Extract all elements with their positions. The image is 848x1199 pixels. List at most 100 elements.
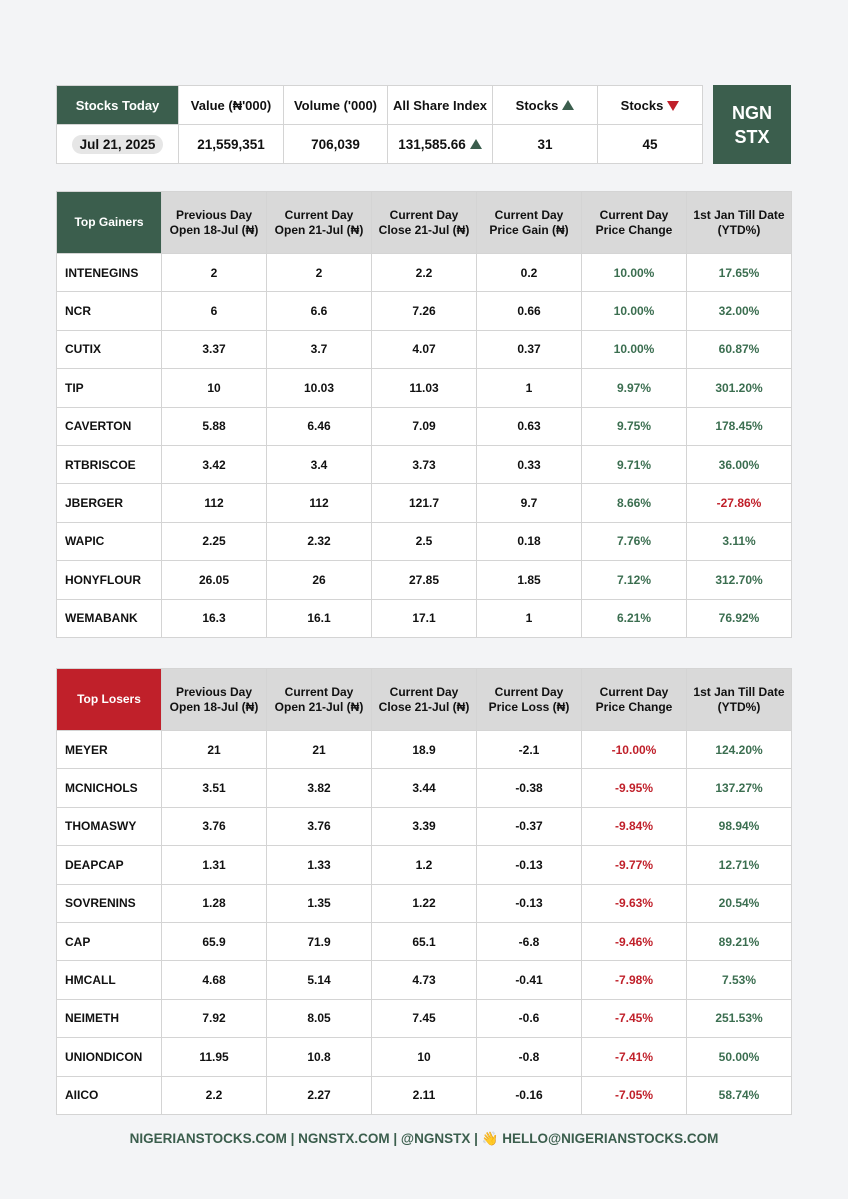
value-cell: Jul 21, 2025 <box>56 124 179 164</box>
cell: -9.95% <box>581 768 687 808</box>
header-cell: Previous Day Open 18-Jul (₦) <box>161 191 267 254</box>
row: DEAPCAP 1.31 1.33 1.2 -0.13 -9.77% 12.71% <box>56 845 792 885</box>
cell: 2.5 <box>371 521 477 562</box>
cell: 10.00% <box>581 329 687 370</box>
cell: 1.2 <box>371 845 477 885</box>
cell: 251.53% <box>686 998 792 1039</box>
cell: 121.7 <box>371 483 477 523</box>
ticker: HONYFLOUR <box>56 560 162 600</box>
cell: 71.9 <box>266 921 372 962</box>
cell: 2.27 <box>266 1075 372 1115</box>
cell: 18.9 <box>371 729 477 770</box>
header-cell: Previous Day Open 18-Jul (₦) <box>161 668 267 731</box>
header-cell: Current Day Price Gain (₦) <box>476 191 582 254</box>
cell: -2.1 <box>476 729 582 770</box>
cell: 2.25 <box>161 521 267 562</box>
cell: 0.37 <box>476 329 582 370</box>
header-row: Stocks Today Value (₦'000) Volume ('000) Al… <box>56 85 703 125</box>
value-cell: 21,559,351 <box>178 124 284 164</box>
ticker: NEIMETH <box>56 998 162 1039</box>
cell: -0.6 <box>476 998 582 1039</box>
cell: 65.1 <box>371 921 477 962</box>
cell: 1.33 <box>266 845 372 885</box>
ticker: CUTIX <box>56 329 162 370</box>
cell: 112 <box>161 483 267 523</box>
cell: 3.51 <box>161 768 267 808</box>
cell: 10 <box>371 1037 477 1077</box>
cell: 4.73 <box>371 960 477 1000</box>
header-cell: Current Day Close 21-Jul (₦) <box>371 191 477 254</box>
cell: 10.8 <box>266 1037 372 1077</box>
value-cell: 131,585.66 <box>387 124 493 164</box>
ticker: JBERGER <box>56 483 162 523</box>
cell: 2.11 <box>371 1075 477 1115</box>
cell: 2 <box>161 252 267 293</box>
row: MEYER 21 21 18.9 -2.1 -10.00% 124.20% <box>56 729 792 770</box>
cell: 3.11% <box>686 521 792 562</box>
cell: 3.42 <box>161 444 267 485</box>
cell: -0.38 <box>476 768 582 808</box>
cell: 0.33 <box>476 444 582 485</box>
up-icon <box>469 138 482 149</box>
cell: 8.05 <box>266 998 372 1039</box>
ticker: MEYER <box>56 729 162 770</box>
ticker: AIICO <box>56 1075 162 1115</box>
cell: 98.94% <box>686 806 792 847</box>
header-text: Volume ('000) <box>293 97 378 113</box>
cell: 36.00% <box>686 444 792 485</box>
cell: 2.2 <box>161 1075 267 1115</box>
cell: 301.20% <box>686 368 792 408</box>
ticker: INTENEGINS <box>56 252 162 293</box>
cell: -7.98% <box>581 960 687 1000</box>
cell: 12.71% <box>686 845 792 885</box>
value-text: 21,559,351 <box>197 136 265 152</box>
cell: 26 <box>266 560 372 600</box>
cell: 1.85 <box>476 560 582 600</box>
cell: 50.00% <box>686 1037 792 1077</box>
cell: 1 <box>476 368 582 408</box>
ticker: TIP <box>56 368 162 408</box>
cell: 3.82 <box>266 768 372 808</box>
cell: 3.73 <box>371 444 477 485</box>
cell: 1.22 <box>371 883 477 923</box>
logo-line: STX <box>734 126 770 147</box>
header-cell: 1st Jan Till Date (YTD%) <box>686 668 792 731</box>
row: HONYFLOUR 26.05 26 27.85 1.85 7.12% 312.70% <box>56 560 792 600</box>
header-text: Value (₦'000) <box>190 97 272 113</box>
row: THOMASWY 3.76 3.76 3.39 -0.37 -9.84% 98.94% <box>56 806 792 847</box>
wave-icon: 👋 <box>481 1131 499 1146</box>
cell: 5.14 <box>266 960 372 1000</box>
ticker: CAP <box>56 921 162 962</box>
value-row: Jul 21, 2025 21,559,351 706,039 131,585.66 3… <box>56 124 703 164</box>
header-cell: Value (₦'000) <box>178 85 284 125</box>
cell: -7.45% <box>581 998 687 1039</box>
cell: 11.03 <box>371 368 477 408</box>
ticker: RTBRISCOE <box>56 444 162 485</box>
header-cell: Volume ('000) <box>283 85 388 125</box>
ticker: THOMASWY <box>56 806 162 847</box>
ticker: WAPIC <box>56 521 162 562</box>
cell: 3.7 <box>266 329 372 370</box>
cell: 10.00% <box>581 291 687 331</box>
header-text: All Share Index <box>393 97 487 113</box>
cell: 9.7 <box>476 483 582 523</box>
row: CAP 65.9 71.9 65.1 -6.8 -9.46% 89.21% <box>56 921 792 962</box>
cell: 10.03 <box>266 368 372 408</box>
cell: 6.6 <box>266 291 372 331</box>
header-cell: Top Gainers <box>56 191 162 254</box>
footer: NIGERIANSTOCKS.COM | NGNSTX.COM | @NGNST… <box>0 1131 848 1147</box>
cell: -9.46% <box>581 921 687 962</box>
losers-table: Top Losers Previous Day Open 18-Jul (₦) Cu… <box>56 668 792 1115</box>
cell: 3.39 <box>371 806 477 847</box>
cell: -9.63% <box>581 883 687 923</box>
footer-email: HELLO@NIGERIANSTOCKS.COM <box>502 1131 719 1146</box>
cell: 9.97% <box>581 368 687 408</box>
cell: -0.13 <box>476 845 582 885</box>
value-text: 131,585.66 <box>398 136 466 152</box>
row: AIICO 2.2 2.27 2.11 -0.16 -7.05% 58.74% <box>56 1075 792 1115</box>
ticker: MCNICHOLS <box>56 768 162 808</box>
header-cell: 1st Jan Till Date (YTD%) <box>686 191 792 254</box>
cell: 10 <box>161 368 267 408</box>
cell: -0.41 <box>476 960 582 1000</box>
row: UNIONDICON 11.95 10.8 10 -0.8 -7.41% 50.00% <box>56 1037 792 1077</box>
